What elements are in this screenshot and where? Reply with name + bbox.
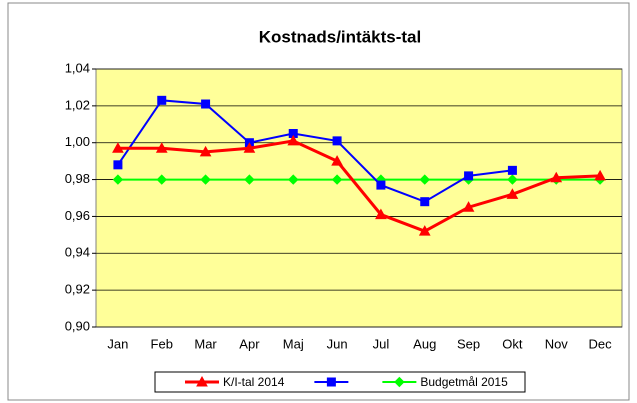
- legend-marker: [196, 375, 208, 387]
- point: [112, 142, 124, 153]
- x-tick-label: Apr: [239, 336, 260, 351]
- x-tick-label: Jul: [373, 336, 390, 351]
- point: [288, 174, 299, 185]
- x-tick-label: Mar: [194, 336, 217, 351]
- x-tick-label: Aug: [413, 336, 436, 351]
- point: [243, 142, 256, 153]
- point: [157, 95, 167, 105]
- point: [507, 174, 518, 185]
- y-tick-label: 1,00: [65, 134, 90, 149]
- point: [550, 171, 563, 183]
- series-line: [117, 99, 513, 203]
- point: [375, 208, 387, 220]
- point: [113, 160, 123, 170]
- series-line: [117, 139, 601, 233]
- point: [418, 225, 431, 236]
- point: [156, 174, 167, 185]
- y-tick-label: 0,90: [65, 318, 90, 333]
- x-tick-label: Sep: [457, 336, 480, 351]
- point: [594, 169, 606, 181]
- x-tick-label: Jun: [327, 336, 348, 351]
- point: [200, 174, 211, 185]
- point: [331, 155, 343, 166]
- x-tick-label: Dec: [589, 336, 613, 351]
- y-tick-label: 0,92: [65, 282, 90, 297]
- y-tick-label: 1,02: [65, 97, 90, 112]
- x-tick-label: Feb: [151, 336, 173, 351]
- plot-area: [95, 68, 623, 328]
- y-tick-label: 0,94: [65, 245, 90, 260]
- x-tick-label: Jan: [107, 336, 128, 351]
- point: [331, 174, 343, 185]
- chart-title: Kostnads/intäkts-tal: [259, 27, 421, 46]
- legend-marker: [394, 376, 405, 388]
- legend-label: K/I-tal 2014: [223, 375, 285, 389]
- point: [287, 134, 300, 146]
- point: [244, 174, 255, 185]
- legend-marker: [326, 377, 336, 387]
- point: [506, 188, 519, 199]
- point: [376, 180, 386, 190]
- point: [112, 174, 124, 185]
- point: [419, 174, 430, 185]
- point: [462, 201, 475, 212]
- point: [155, 142, 168, 153]
- x-tick-label: Nov: [545, 336, 569, 351]
- point: [464, 171, 474, 181]
- x-tick-label: Okt: [502, 336, 523, 351]
- point: [420, 197, 430, 207]
- y-tick-label: 1,04: [65, 60, 90, 75]
- legend: K/I-tal 2014 Budgetmål 2015: [154, 371, 526, 393]
- x-tick-label: Maj: [283, 336, 304, 351]
- y-tick-label: 0,96: [65, 208, 90, 223]
- point: [507, 165, 517, 175]
- point: [199, 145, 212, 157]
- point: [201, 99, 211, 109]
- legend-label: Budgetmål 2015: [420, 375, 508, 389]
- y-tick-label: 0,98: [65, 171, 90, 186]
- point: [332, 136, 342, 146]
